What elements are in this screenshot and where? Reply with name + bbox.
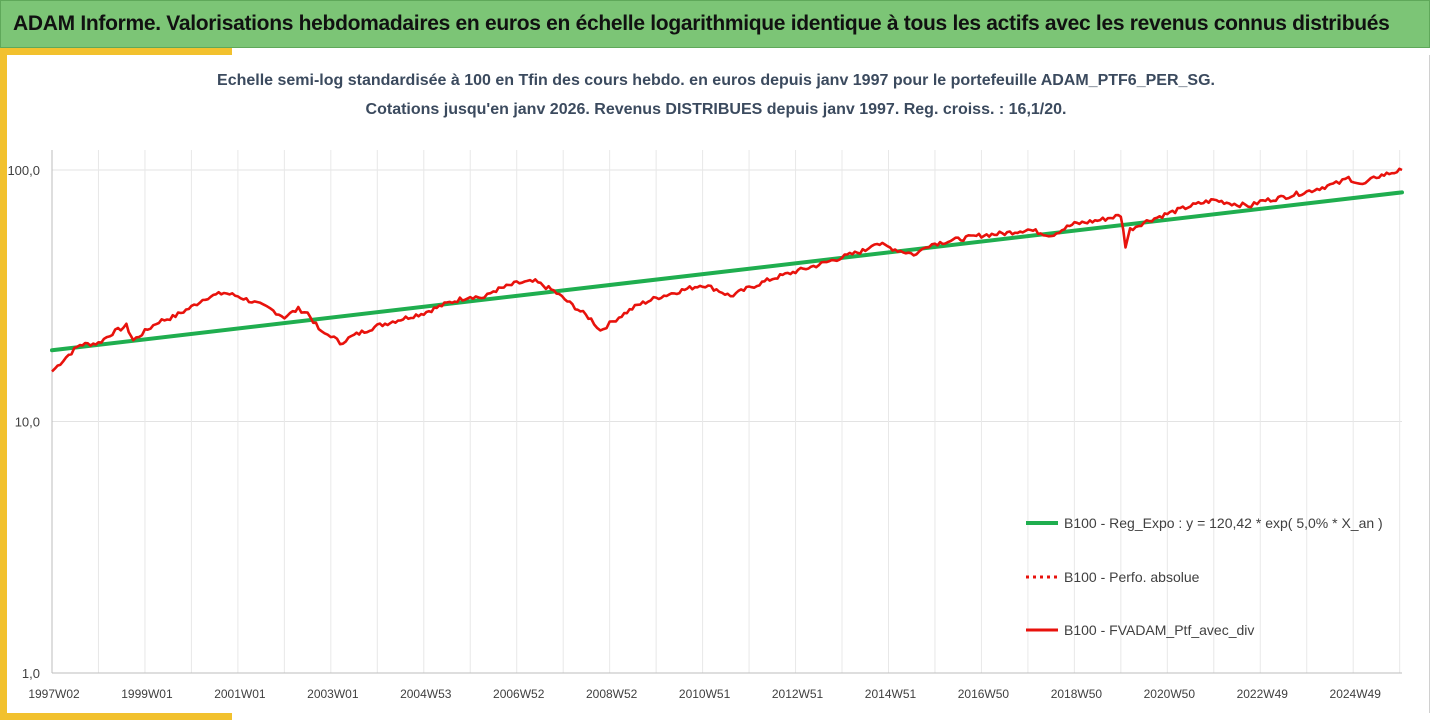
x-tick-label: 2018W50: [1051, 687, 1103, 701]
chart-frame: [7, 55, 1430, 713]
x-tick-label: 2010W51: [679, 687, 731, 701]
x-tick-label: 2006W52: [493, 687, 545, 701]
y-tick-label: 10,0: [15, 415, 40, 430]
accent-bar-top: [0, 48, 232, 55]
x-tick-label: 2003W01: [307, 687, 359, 701]
series-layer: [50, 167, 1404, 373]
legend-label-1: B100 - Reg_Expo : y = 120,42 * exp( 5,0%…: [1064, 515, 1383, 531]
y-tick-label: 100,0: [7, 163, 40, 178]
x-tick-label: 2012W51: [772, 687, 824, 701]
x-tick-label: 1999W01: [121, 687, 173, 701]
series-portfolio-line: [51, 167, 1403, 373]
legend-label-2: B100 - Perfo. absolue: [1064, 569, 1200, 585]
x-tick-label: 2014W51: [865, 687, 917, 701]
header-banner: ADAM Informe. Valorisations hebdomadaire…: [0, 0, 1430, 48]
x-tick-label: 2001W01: [214, 687, 266, 701]
x-tick-label: 2024W49: [1330, 687, 1382, 701]
x-tick-label: 2020W50: [1144, 687, 1196, 701]
x-tick-label: 2004W53: [400, 687, 452, 701]
x-tick-label: 2016W50: [958, 687, 1010, 701]
legend: B100 - Reg_Expo : y = 120,42 * exp( 5,0%…: [1026, 515, 1383, 638]
accent-bar-bottom: [0, 713, 232, 720]
legend-label-3: B100 - FVADAM_Ptf_avec_div: [1064, 622, 1254, 638]
chart-title-line2: Cotations jusqu'en janv 2026. Revenus DI…: [365, 101, 1067, 118]
grid-lines: [51, 150, 1402, 674]
x-tick-label: 2008W52: [586, 687, 638, 701]
accent-bar-left: [0, 48, 7, 720]
tick-labels: 1,0 10,0 100,0 1997W02 1999W01 2001W01 2003W01…: [7, 163, 1381, 701]
series-regression-line: [50, 190, 1404, 353]
chart-title-line1: Echelle semi-log standardisée à 100 en T…: [217, 72, 1215, 89]
page-title: ADAM Informe. Valorisations hebdomadaire…: [13, 12, 1390, 35]
axes: [51, 150, 1402, 674]
x-tick-label: 2022W49: [1237, 687, 1289, 701]
y-tick-label: 1,0: [22, 666, 40, 681]
x-tick-label: 1997W02: [28, 687, 80, 701]
